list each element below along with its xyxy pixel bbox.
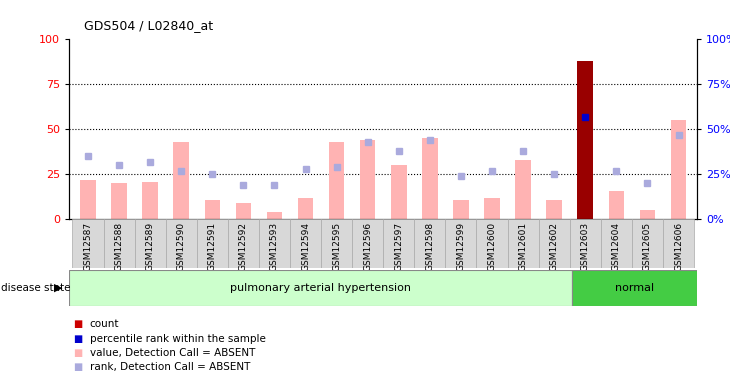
Text: value, Detection Call = ABSENT: value, Detection Call = ABSENT [90,348,255,358]
Bar [166,219,197,268]
Bar [383,219,415,268]
Text: GSM12603: GSM12603 [581,222,590,271]
Text: GSM12588: GSM12588 [115,222,123,271]
Bar [352,219,383,268]
Text: ■: ■ [73,334,82,344]
Text: ▶: ▶ [53,283,62,293]
Text: GSM12605: GSM12605 [643,222,652,271]
Bar [174,142,189,219]
Bar [547,200,562,219]
Text: GSM12606: GSM12606 [674,222,683,271]
Bar [515,160,531,219]
Text: GSM12600: GSM12600 [488,222,496,271]
Bar [197,219,228,268]
Text: GSM12604: GSM12604 [612,222,620,271]
Text: GSM12596: GSM12596 [364,222,372,271]
Text: GSM12593: GSM12593 [270,222,279,271]
Text: GSM12602: GSM12602 [550,222,558,271]
Bar [477,219,507,268]
Text: pulmonary arterial hypertension: pulmonary arterial hypertension [230,283,411,293]
Bar [572,270,697,306]
Bar [80,180,96,219]
Bar [391,165,407,219]
Bar [104,219,134,268]
Text: GSM12589: GSM12589 [146,222,155,271]
Bar [609,190,624,219]
Text: GDS504 / L02840_at: GDS504 / L02840_at [84,19,213,32]
Bar [663,219,694,268]
Bar [507,219,539,268]
Bar [539,219,569,268]
Text: ■: ■ [73,362,82,372]
Bar [484,198,500,219]
Bar [321,219,352,268]
Bar [298,198,313,219]
Bar [360,140,375,219]
Bar [236,203,251,219]
Text: GSM12598: GSM12598 [426,222,434,271]
Text: GSM12587: GSM12587 [83,222,93,271]
Bar [577,61,593,219]
Text: GSM12599: GSM12599 [456,222,466,271]
Text: GSM12592: GSM12592 [239,222,248,271]
Bar [111,183,127,219]
Bar [72,219,104,268]
Text: GSM12591: GSM12591 [208,222,217,271]
Bar [266,212,283,219]
Text: percentile rank within the sample: percentile rank within the sample [90,334,266,344]
Bar [259,219,290,268]
Text: GSM12590: GSM12590 [177,222,185,271]
Bar [290,219,321,268]
Bar [134,219,166,268]
Text: GSM12595: GSM12595 [332,222,341,271]
Text: ■: ■ [73,320,82,329]
Bar [69,270,572,306]
Text: GSM12601: GSM12601 [518,222,528,271]
Text: GSM12594: GSM12594 [301,222,310,271]
Text: ■: ■ [73,348,82,358]
Text: disease state: disease state [1,283,70,293]
Bar [601,219,632,268]
Text: count: count [90,320,119,329]
Bar [453,200,469,219]
Bar [328,142,345,219]
Bar [228,219,259,268]
Bar [415,219,445,268]
Text: GSM12597: GSM12597 [394,222,403,271]
Bar [445,219,477,268]
Bar [632,219,663,268]
Bar [639,210,656,219]
Text: normal: normal [615,283,654,293]
Text: rank, Detection Call = ABSENT: rank, Detection Call = ABSENT [90,362,250,372]
Bar [204,200,220,219]
Bar [142,182,158,219]
Bar [422,138,438,219]
Bar [671,120,686,219]
Bar [569,219,601,268]
